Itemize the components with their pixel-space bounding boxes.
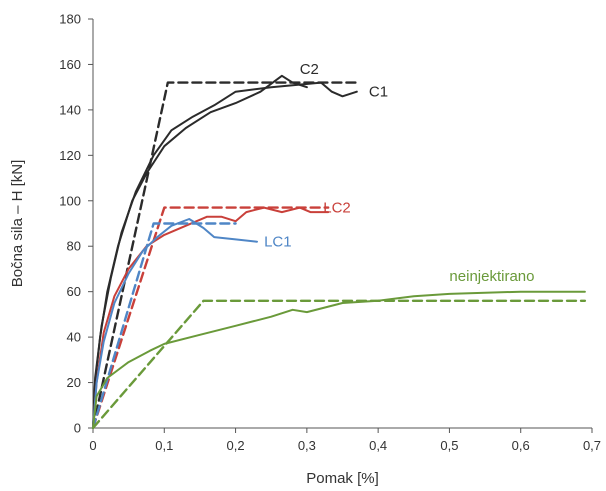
series-label-c1: C1 <box>369 84 388 101</box>
y-tick-label: 80 <box>67 239 81 254</box>
series-line-c1 <box>92 81 358 429</box>
y-tick-label: 60 <box>67 284 81 299</box>
series-label-lc2: LC2 <box>323 200 351 217</box>
series-line-lc1-bilinear <box>91 222 237 430</box>
series-line-lc1 <box>92 218 258 429</box>
y-tick-label: 40 <box>67 330 81 345</box>
series-line-lc2 <box>92 206 330 429</box>
series-line-c1-bilinear <box>91 81 358 430</box>
x-tick-label: 0,3 <box>298 438 316 453</box>
series-labels: C2 C1 LC2 LC1 neinjektirano <box>264 61 534 285</box>
series-line-lc2-bilinear <box>91 206 330 430</box>
x-tick-label: 0,7 <box>583 438 601 453</box>
series-label-neinjektirano: neinjektirano <box>449 268 534 285</box>
y-tick-label: 180 <box>59 12 81 27</box>
x-axis-title: Pomak [%] <box>306 470 379 487</box>
x-tick-label: 0 <box>89 438 96 453</box>
series-label-c2: C2 <box>300 61 319 78</box>
y-tick-label: 140 <box>59 102 81 117</box>
axes <box>88 18 593 433</box>
y-tick-label: 120 <box>59 148 81 163</box>
series-line-neinjektirano <box>92 290 586 429</box>
x-tick-label: 0,5 <box>440 438 458 453</box>
x-tick-label: 0,6 <box>512 438 530 453</box>
x-tick-label: 0,4 <box>369 438 387 453</box>
y-tick-label: 0 <box>74 421 81 436</box>
x-tick-label: 0,2 <box>227 438 245 453</box>
y-tick-label: 20 <box>67 375 81 390</box>
y-tick-label: 100 <box>59 193 81 208</box>
series-lines <box>91 74 587 430</box>
series-line-c2 <box>92 74 308 429</box>
series-line-neinjektirano-bilinear <box>91 299 587 430</box>
y-axis-title: Bočna sila – H [kN] <box>9 160 26 288</box>
x-tick-label: 0,1 <box>155 438 173 453</box>
tick-labels: 0 20 40 60 80 100 120 140 160 180 0 0,1 0,2 0,3 0,4 0,5… <box>59 12 601 454</box>
y-tick-label: 160 <box>59 57 81 72</box>
series-label-lc1: LC1 <box>264 234 292 251</box>
